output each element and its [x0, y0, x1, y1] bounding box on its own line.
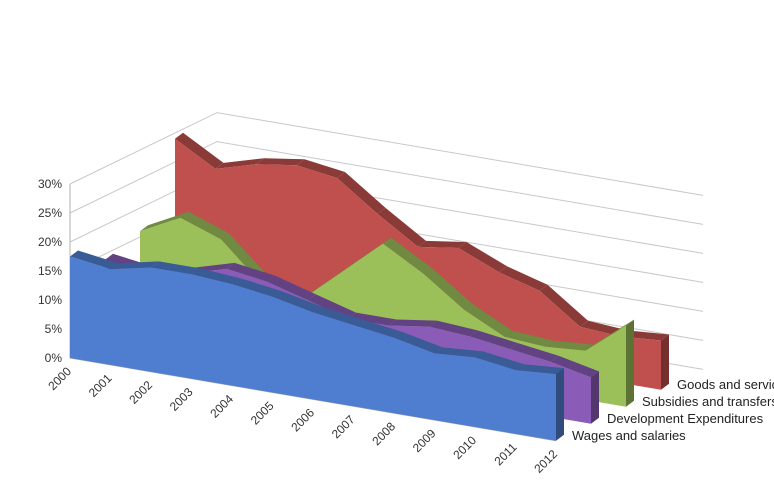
series-top-edge [302, 265, 351, 300]
series-top-edge [232, 278, 281, 297]
series-end-cap [591, 371, 599, 424]
series-top-edge [175, 132, 224, 169]
x-tick-label: 2003 [167, 385, 196, 414]
series-top-edge [458, 242, 507, 273]
series-end-cap [626, 319, 634, 407]
x-tick-label: 2012 [531, 447, 560, 476]
series-label: Subsidies and transfers [642, 394, 774, 409]
series-label: Development Expenditures [607, 411, 764, 426]
series-top-edge [226, 262, 275, 282]
y-tick-label: 25% [38, 206, 62, 220]
series-top-edge [499, 266, 548, 291]
y-tick-label: 30% [38, 177, 62, 191]
series-top-edge [545, 340, 594, 351]
series-top-edge [348, 312, 397, 326]
series-top-edge [434, 347, 483, 358]
series-top-edge [539, 284, 588, 327]
series-top-edge [267, 275, 316, 301]
series-top-edge [469, 330, 518, 350]
x-tick-label: 2011 [491, 440, 519, 468]
series-label: Goods and services [677, 377, 774, 392]
series-top-edge [504, 330, 553, 347]
series-labels: Wages and salaries Development Expenditur… [572, 377, 774, 443]
series-top-edge [296, 159, 345, 178]
x-tick-label: 2002 [126, 378, 155, 407]
series-top-edge [151, 261, 200, 275]
series-top-edge [337, 172, 386, 214]
series-top-edge [313, 306, 362, 326]
series-top-edge [353, 319, 402, 338]
x-tick-label: 2004 [207, 392, 236, 421]
x-tick-label: 2008 [369, 419, 398, 448]
y-tick-labels: 0% 5% 10% 15% 20% 25% 30% [38, 177, 62, 365]
series-top-edge [70, 250, 119, 270]
series-top-edge [429, 320, 478, 337]
series-top-edge [272, 290, 321, 313]
x-tick-label: 2007 [329, 412, 358, 441]
series-top-edge [550, 355, 599, 378]
x-tick-label: 2001 [86, 371, 115, 400]
series-end-cap [556, 368, 564, 441]
series-area [70, 250, 564, 441]
series-top-edge [585, 319, 634, 351]
series-top-edge [464, 303, 513, 337]
series-top-edge [140, 211, 189, 232]
series-top-edge [256, 158, 305, 166]
series-top-edge [377, 207, 426, 247]
series-top-edge [388, 319, 437, 327]
series-end-cap [661, 334, 669, 390]
x-tick-label: 2000 [45, 364, 74, 393]
y-tick-label: 10% [38, 293, 62, 307]
series-label: Wages and salaries [572, 428, 686, 443]
series-top-edge [510, 343, 559, 362]
y-tick-label: 20% [38, 235, 62, 249]
series-top-edge [180, 211, 229, 240]
series-top-edge [342, 237, 391, 272]
gridline [69, 141, 704, 225]
y-tick-label: 15% [38, 264, 62, 278]
series-top-edge [418, 240, 467, 248]
y-tick-label: 5% [45, 322, 63, 336]
series-top-edge [307, 294, 356, 319]
series-top-edge [394, 331, 443, 354]
series-top-edge [110, 261, 159, 270]
series-top-edge [215, 158, 264, 169]
gridline [69, 112, 704, 196]
series-top-edge [515, 364, 564, 375]
x-tick-label: 2005 [248, 398, 277, 427]
x-tick-label: 2009 [410, 426, 439, 455]
x-tick-label: 2006 [288, 405, 317, 434]
x-tick-label: 2010 [450, 433, 479, 462]
series-top-edge [383, 237, 432, 274]
y-tick-label: 0% [45, 351, 63, 365]
series-top-edge [475, 351, 524, 371]
series-top-edge [423, 267, 472, 310]
series-top-edge [191, 268, 240, 285]
series-front-face [70, 256, 556, 441]
